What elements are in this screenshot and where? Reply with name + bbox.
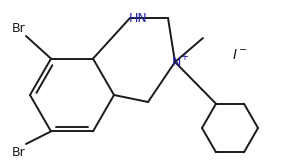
Text: Br: Br (12, 145, 26, 158)
Text: −: − (239, 45, 247, 55)
Text: +: + (180, 52, 188, 62)
Text: I: I (233, 48, 237, 62)
Text: N: N (171, 56, 181, 70)
Text: HN: HN (129, 12, 147, 26)
Text: Br: Br (12, 22, 26, 34)
